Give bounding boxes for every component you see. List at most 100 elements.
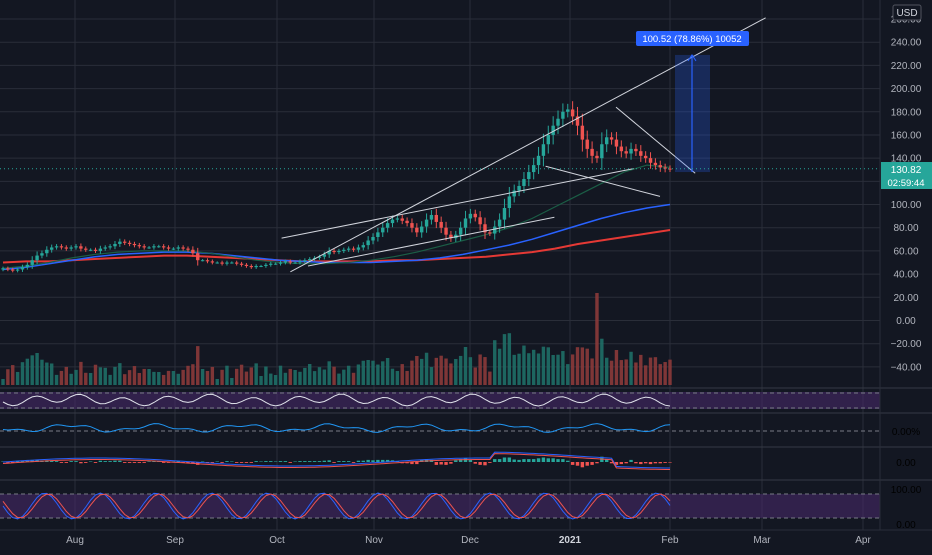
measure-tool[interactable] xyxy=(0,54,880,173)
volume-bar xyxy=(118,363,122,385)
candle-body xyxy=(463,218,468,228)
volume-bar xyxy=(332,366,336,385)
candle-body xyxy=(249,265,254,268)
candle-body xyxy=(152,246,156,248)
macd-hist-bar xyxy=(493,459,497,462)
macd-hist-bar xyxy=(663,462,667,463)
time-tick-label: Apr xyxy=(855,535,871,546)
moving-averages xyxy=(2,164,671,271)
candle-body xyxy=(415,227,419,233)
time-tick-label: Feb xyxy=(661,535,679,546)
candle-body xyxy=(118,241,122,244)
volume-bar xyxy=(614,350,619,385)
volume-bar xyxy=(605,357,609,385)
volume-bar xyxy=(668,359,672,385)
trendlines[interactable] xyxy=(281,17,766,273)
ind4-bottom-tick: 0.00 xyxy=(896,520,916,531)
volume-bar xyxy=(342,369,346,385)
macd-hist-bar xyxy=(254,461,258,462)
macd-hist-bar xyxy=(103,461,107,462)
macd-hist-bar xyxy=(419,459,424,462)
candle-body xyxy=(11,269,15,271)
volume-bar xyxy=(371,360,375,385)
macd-hist-bar xyxy=(239,462,244,463)
volume-bar xyxy=(142,368,146,385)
volume-bar xyxy=(424,352,429,385)
macd-hist-bar xyxy=(507,457,512,462)
macd-hist-bar xyxy=(152,461,156,462)
volume-bar xyxy=(609,360,614,385)
macd-hist-bar xyxy=(629,459,633,462)
volume-bar xyxy=(522,345,526,385)
candle-body xyxy=(181,247,185,249)
macd-hist-bar xyxy=(264,461,268,462)
volume-bar xyxy=(410,360,414,385)
volume-bar xyxy=(269,373,273,385)
candle-body xyxy=(1,268,5,270)
price-tick-label: 80.00 xyxy=(893,223,918,234)
volume-bar xyxy=(157,372,161,385)
macd-hist-bar xyxy=(249,462,254,463)
candle-body xyxy=(161,246,166,248)
candle-body xyxy=(84,248,88,250)
volume-bar xyxy=(234,368,239,385)
macd-hist-bar xyxy=(234,462,239,463)
volume-bar xyxy=(381,361,385,385)
candle-body xyxy=(142,246,146,248)
candle-body xyxy=(458,227,463,235)
candle-body xyxy=(332,250,336,253)
macd-hist-bar xyxy=(200,461,205,462)
macd-hist-bar xyxy=(312,461,317,462)
volume-bar xyxy=(643,365,648,385)
macd-hist-bar xyxy=(293,461,297,462)
indicator-panes xyxy=(0,387,932,520)
candle-body xyxy=(74,246,78,248)
macd-hist-bar xyxy=(653,462,658,464)
macd-hist-bar xyxy=(619,462,624,465)
volume-bar xyxy=(575,347,580,385)
macd-hist-bar xyxy=(605,459,609,462)
candle-body xyxy=(381,227,385,233)
macd-hist-bar xyxy=(668,462,672,463)
macd-hist-bar xyxy=(648,462,653,465)
stoch-k-line xyxy=(2,492,671,520)
candle-body xyxy=(478,217,482,225)
measure-label[interactable]: 100.52 (78.86%) 10052 xyxy=(636,31,749,46)
volume-bar xyxy=(322,369,327,385)
candle-body xyxy=(629,148,633,154)
candle-body xyxy=(619,146,624,152)
macd-hist-bar xyxy=(624,462,628,464)
volume-bar xyxy=(191,364,195,385)
currency-label[interactable]: USD xyxy=(892,4,922,21)
macd-hist-bar xyxy=(113,460,117,462)
candle-body xyxy=(93,249,98,251)
volume-bar xyxy=(400,364,404,385)
candle-body xyxy=(186,248,190,250)
volume-bar xyxy=(59,370,64,385)
volume-bar xyxy=(64,366,68,385)
volume-bar xyxy=(376,364,380,385)
macd-hist-bar xyxy=(541,457,546,462)
macd-hist-bar xyxy=(488,462,492,463)
volume-bar xyxy=(152,371,156,385)
volume-bar xyxy=(405,370,409,385)
candle-body xyxy=(400,218,404,221)
macd-hist-bar xyxy=(59,462,64,463)
candle-body xyxy=(64,247,68,249)
candle-body xyxy=(527,172,531,180)
volume-bar xyxy=(327,361,331,385)
macd-hist-bar xyxy=(551,458,555,462)
macd-hist-bar xyxy=(444,462,448,465)
volume-bar xyxy=(585,348,589,385)
price-tick-label: −40.00 xyxy=(891,362,922,373)
macd-hist-bar xyxy=(64,462,68,463)
macd-hist-bar xyxy=(30,459,34,462)
volume-bar xyxy=(11,365,15,385)
macd-hist-bar xyxy=(527,459,531,462)
macd-hist-bar xyxy=(259,461,263,462)
volume-bar xyxy=(463,347,468,385)
volume-bar xyxy=(181,369,185,385)
candle-body xyxy=(556,118,560,126)
